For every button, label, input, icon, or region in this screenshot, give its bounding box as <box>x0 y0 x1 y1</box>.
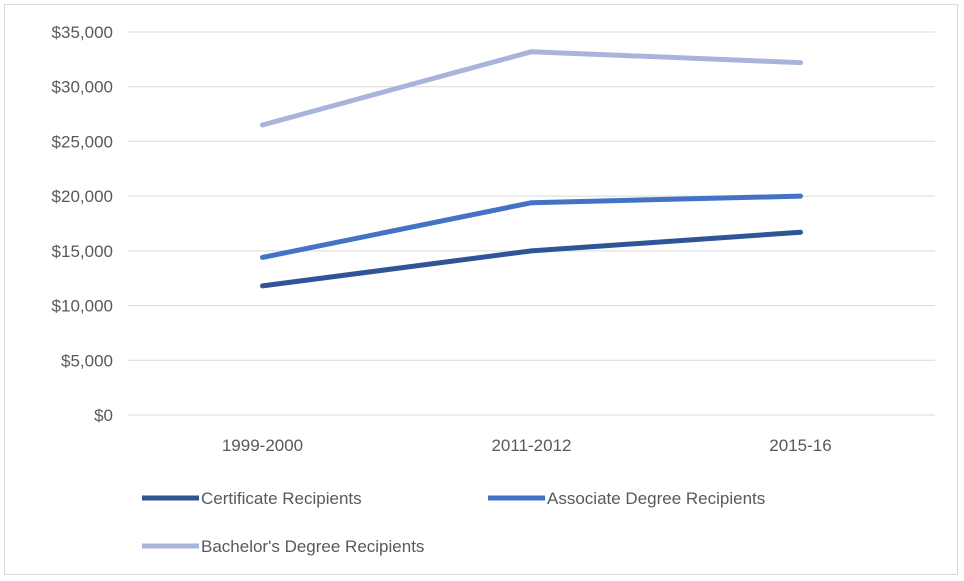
legend: Certificate Recipients Associate Degree R… <box>142 489 765 556</box>
x-tick-label: 1999-2000 <box>222 436 303 455</box>
legend-label: Associate Degree Recipients <box>547 489 765 508</box>
y-tick-label: $25,000 <box>52 132 113 151</box>
y-tick-label: $30,000 <box>52 78 113 97</box>
legend-item: Certificate Recipients <box>142 489 362 508</box>
x-axis-tick-labels: 1999-2000 2011-2012 2015-16 <box>222 436 832 455</box>
gridlines <box>128 31 935 416</box>
y-tick-label: $35,000 <box>52 23 113 42</box>
legend-label: Bachelor's Degree Recipients <box>201 537 424 556</box>
y-tick-label: $20,000 <box>52 187 113 206</box>
y-axis-tick-labels: $0 $5,000 $10,000 $15,000 $20,000 $25,000 $30,… <box>52 23 113 425</box>
legend-label: Certificate Recipients <box>201 489 362 508</box>
y-tick-label: $10,000 <box>52 297 113 316</box>
series-lines <box>260 49 803 289</box>
x-tick-label: 2011-2012 <box>491 436 571 455</box>
series-line-1 <box>260 229 803 289</box>
y-tick-label: $5,000 <box>61 351 113 370</box>
series-line-3 <box>260 49 803 128</box>
series-line-2 <box>260 193 803 260</box>
y-tick-label: $0 <box>94 406 113 425</box>
chart-frame <box>4 4 958 575</box>
x-tick-label: 2015-16 <box>769 436 831 455</box>
y-tick-label: $15,000 <box>52 242 113 261</box>
legend-item: Bachelor's Degree Recipients <box>142 537 424 556</box>
legend-item: Associate Degree Recipients <box>488 489 765 508</box>
